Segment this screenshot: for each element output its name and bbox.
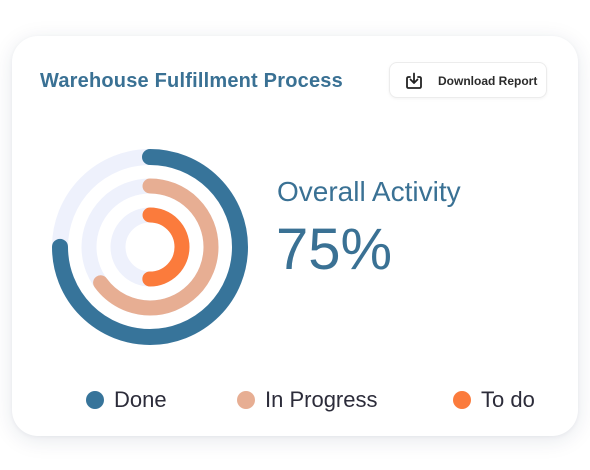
- legend-dot-in-progress: [237, 391, 255, 409]
- download-icon: [406, 72, 422, 89]
- ring-arc-in-progress: [81, 178, 219, 316]
- card-title: Warehouse Fulfillment Process: [40, 70, 343, 92]
- download-report-label: Download Report: [438, 74, 538, 88]
- overall-activity-label: Overall Activity: [277, 176, 461, 207]
- ring-arc-to-do: [110, 207, 190, 287]
- ring-arc-done: [52, 149, 248, 345]
- legend-label-to-do: To do: [481, 387, 535, 412]
- legend-label-done: Done: [114, 387, 167, 412]
- legend-item-in-progress: In Progress: [237, 387, 378, 413]
- overall-activity-value: 75%: [276, 217, 393, 282]
- legend-dot-done: [86, 391, 104, 409]
- download-report-button[interactable]: Download Report: [389, 62, 547, 98]
- legend-label-in-progress: In Progress: [265, 387, 378, 412]
- legend-dot-to-do: [453, 391, 471, 409]
- activity-card: [12, 36, 578, 436]
- radial-activity-chart: [52, 149, 248, 345]
- legend-item-done: Done: [86, 387, 167, 413]
- legend-item-to-do: To do: [453, 387, 535, 413]
